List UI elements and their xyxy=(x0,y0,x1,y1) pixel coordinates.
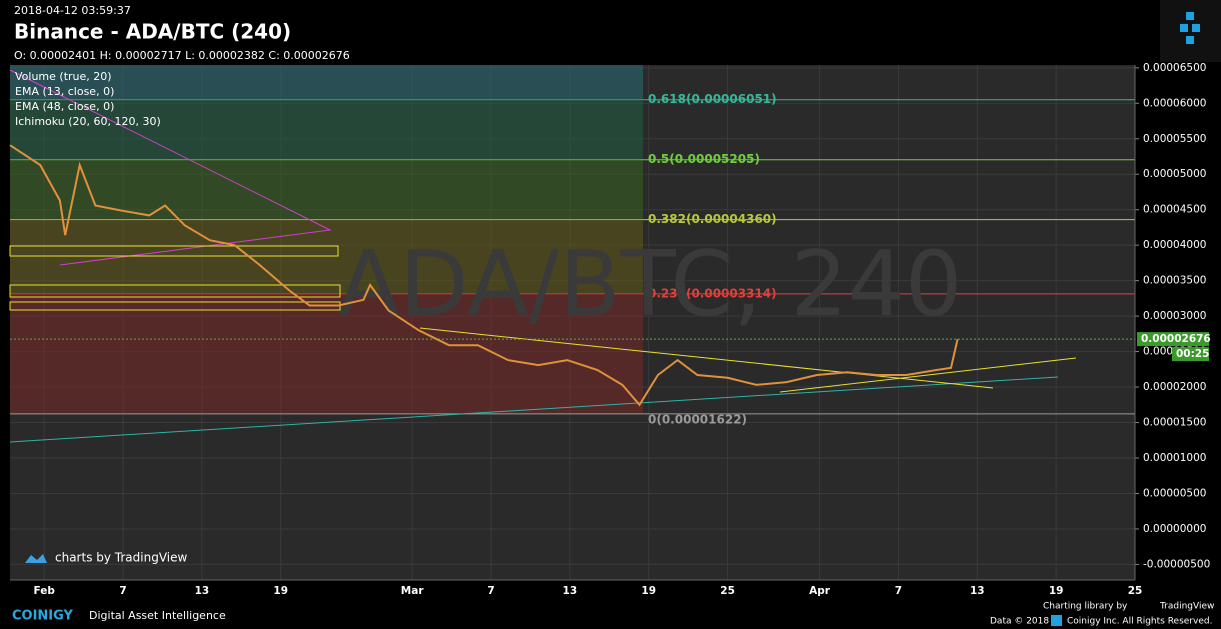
y-tick-label: 0.00004000 xyxy=(1143,239,1206,251)
y-tick-label: 0.00000000 xyxy=(1143,523,1206,535)
study-label: Ichimoku (20, 60, 120, 30) xyxy=(15,115,161,128)
last-price-label: 0.00002676 xyxy=(1141,333,1211,345)
branding: charts by TradingView xyxy=(55,551,187,565)
x-tick-label: 19 xyxy=(273,585,288,597)
branding-icon xyxy=(25,554,47,563)
footer-rights: Coinigy Inc. All Rights Reserved. xyxy=(1067,617,1212,627)
trend-line xyxy=(419,327,994,389)
x-tick-label: Mar xyxy=(401,585,425,597)
fib-zone xyxy=(10,293,643,414)
y-tick-label: 0.00005000 xyxy=(1143,168,1206,180)
zone xyxy=(9,284,341,298)
fib-zone xyxy=(10,219,643,294)
footer-library: Charting library by xyxy=(1043,602,1128,612)
y-tick-label: 0.00003500 xyxy=(1143,275,1206,287)
studies-legend: Volume (true, 20) EMA (13, close, 0) EMA… xyxy=(15,70,161,128)
y-tick-label: 0.00001000 xyxy=(1143,452,1206,464)
logo xyxy=(1160,0,1221,62)
fib-label: 0.236(0.00003314) xyxy=(648,286,777,300)
x-tick-label: 13 xyxy=(970,585,985,597)
y-tick-label: 0.00003000 xyxy=(1143,310,1206,322)
y-tick-label: 0.00004500 xyxy=(1143,204,1206,216)
fib-label: 0.618(0.00006051) xyxy=(648,92,777,106)
series xyxy=(9,144,959,407)
x-tick-label: 7 xyxy=(119,585,126,597)
y-tick-label: 0.00006500 xyxy=(1143,62,1206,74)
study-label: EMA (13, close, 0) xyxy=(15,85,114,98)
title: Binance - ADA/BTC (240) xyxy=(14,20,291,44)
y-tick-label: 0.00001500 xyxy=(1143,417,1206,429)
y-tick-label: 0.00005500 xyxy=(1143,133,1206,145)
x-tick-label: 25 xyxy=(1128,585,1143,597)
drawings xyxy=(9,69,1077,443)
study-label: EMA (48, close, 0) xyxy=(15,100,114,113)
x-tick-label: 7 xyxy=(895,585,902,597)
x-tick-label: 7 xyxy=(487,585,494,597)
fib-label: 0.382(0.00004360) xyxy=(648,212,777,226)
y-tick-label: 0.00002000 xyxy=(1143,381,1206,393)
ohlc: O: 0.00002401 H: 0.00002717 L: 0.0000238… xyxy=(14,49,350,62)
countdown-box xyxy=(1172,347,1209,362)
x-tick-label: 25 xyxy=(720,585,735,597)
x-tick-label: 19 xyxy=(1049,585,1064,597)
countdown: 00:25 xyxy=(1176,348,1209,360)
trend-line xyxy=(9,376,1059,443)
x-tick-label: 13 xyxy=(195,585,210,597)
footer-data: Data © 2018 xyxy=(990,617,1049,627)
watermark: ADA/BTC, 240 xyxy=(338,232,962,337)
triangle xyxy=(9,69,332,266)
footer-tagline: Digital Asset Intelligence xyxy=(89,609,226,622)
fib-zone xyxy=(10,159,643,220)
x-tick-label: Feb xyxy=(33,585,55,597)
fib-label: 0.5(0.00005205) xyxy=(648,152,760,166)
footer-logo: COINIGY xyxy=(12,609,74,624)
zone xyxy=(9,245,339,257)
price-line xyxy=(9,144,959,407)
fib-zone xyxy=(10,65,643,100)
fib-label: 0(0.00001622) xyxy=(648,412,747,426)
grid xyxy=(10,65,1136,580)
footer-library-name: TradingView xyxy=(1159,602,1214,612)
timestamp: 2018-04-12 03:59:37 xyxy=(14,4,131,17)
trend-line xyxy=(779,357,1077,393)
x-tick-label: 13 xyxy=(563,585,578,597)
y-tick-label: -0.00000500 xyxy=(1143,558,1210,570)
y-tick-label: 0.00006000 xyxy=(1143,97,1206,109)
fib-zone xyxy=(10,99,643,160)
x-tick-label: Apr xyxy=(809,585,831,597)
study-label: Volume (true, 20) xyxy=(15,70,112,83)
last-price-box xyxy=(1137,332,1209,347)
x-tick-label: 19 xyxy=(641,585,656,597)
y-tick-label: 0.00000500 xyxy=(1143,487,1206,499)
fib: 0.618(0.00006051) 0.5(0.00005205) 0.382(0.… xyxy=(10,65,1135,426)
footer-icon xyxy=(1051,615,1062,626)
